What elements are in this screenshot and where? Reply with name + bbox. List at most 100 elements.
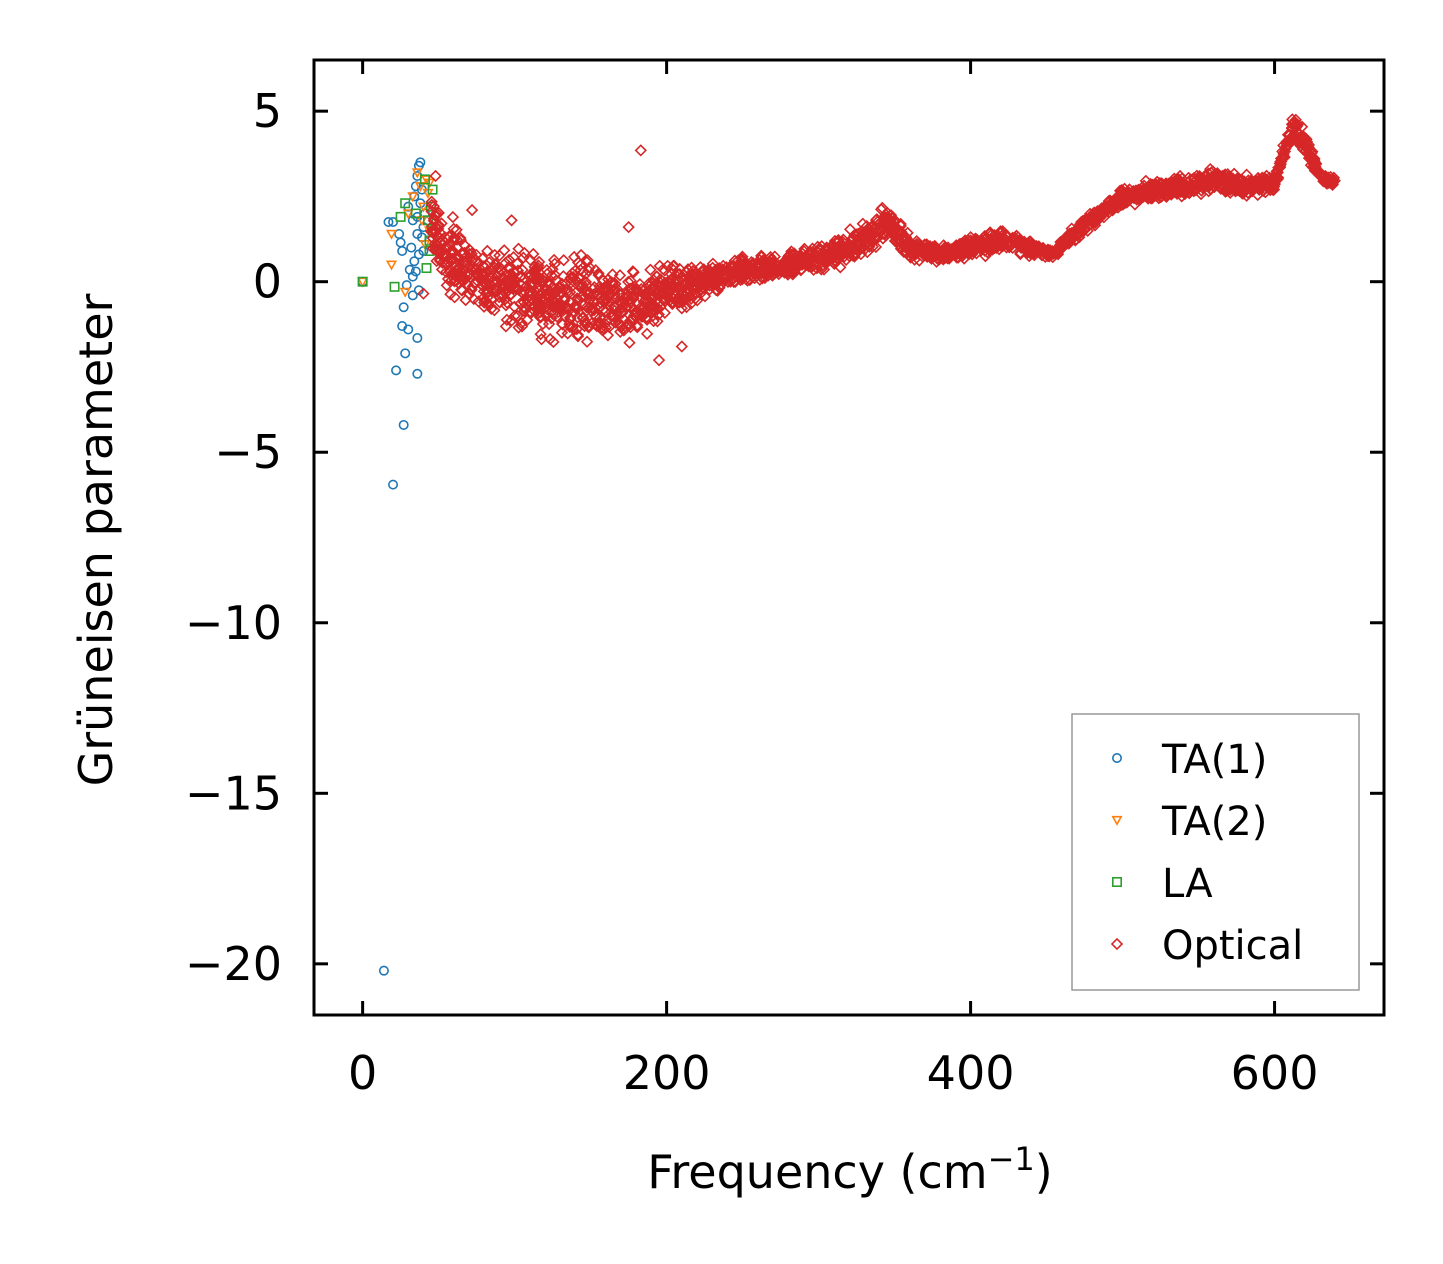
- data-point: [489, 285, 503, 298]
- data-point: [943, 252, 956, 265]
- data-point: [658, 264, 671, 277]
- data-point: [787, 248, 800, 262]
- data-point: [651, 315, 664, 328]
- data-point: [698, 278, 712, 291]
- data-point: [614, 325, 627, 338]
- data-point: [1251, 180, 1264, 193]
- x-tick-label: 600: [1231, 1046, 1319, 1100]
- data-point: [617, 313, 631, 326]
- data-point: [482, 274, 495, 287]
- y-tick-label: −20: [185, 937, 282, 991]
- legend-marker: [1110, 937, 1124, 951]
- data-point: [455, 269, 469, 282]
- data-point: [523, 306, 536, 319]
- data-point: [586, 290, 599, 303]
- data-point: [691, 294, 704, 307]
- data-point: [680, 300, 693, 314]
- x-tick-label: 400: [927, 1046, 1015, 1100]
- data-point: [1103, 200, 1116, 213]
- data-point: [1240, 168, 1253, 181]
- data-point: [827, 241, 840, 254]
- data-point: [1089, 212, 1102, 226]
- data-point: [1101, 204, 1114, 218]
- data-point: [446, 253, 459, 266]
- data-point: [491, 269, 504, 282]
- data-point: [1007, 234, 1021, 248]
- data-point: [465, 203, 479, 217]
- data-point: [915, 242, 929, 256]
- data-point: [563, 320, 576, 334]
- data-point: [1259, 186, 1272, 199]
- data-point: [1179, 184, 1192, 198]
- data-point: [1213, 180, 1227, 193]
- data-point: [571, 330, 585, 343]
- data-point: [1139, 185, 1153, 199]
- data-point: [398, 302, 409, 313]
- data-point: [1160, 190, 1173, 204]
- data-point: [427, 227, 440, 240]
- data-point: [1204, 162, 1217, 176]
- data-point: [378, 965, 389, 976]
- data-point: [537, 293, 550, 306]
- data-point: [991, 240, 1004, 253]
- data-point: [574, 258, 587, 271]
- data-point: [781, 257, 794, 271]
- data-point: [1122, 194, 1136, 207]
- data-point: [1216, 169, 1229, 183]
- y-axis-label: Grüneisen parameter: [69, 293, 123, 786]
- data-point: [758, 271, 772, 285]
- data-point: [458, 246, 471, 260]
- data-point: [467, 292, 480, 306]
- data-point: [415, 157, 426, 168]
- data-point: [429, 169, 442, 183]
- data-point: [410, 266, 421, 277]
- data-point: [1290, 120, 1304, 133]
- data-point: [463, 243, 476, 256]
- data-point: [644, 263, 657, 276]
- data-point: [755, 249, 768, 262]
- data-point: [593, 291, 606, 304]
- data-point: [673, 267, 686, 281]
- data-point: [860, 219, 873, 233]
- data-point: [897, 233, 910, 247]
- data-point: [654, 273, 667, 286]
- data-point: [489, 258, 502, 271]
- data-point: [557, 283, 570, 296]
- data-point: [483, 256, 496, 269]
- data-point: [448, 291, 461, 304]
- data-point: [569, 276, 582, 290]
- data-point: [1300, 140, 1313, 154]
- data-point: [706, 257, 720, 270]
- data-point: [430, 254, 443, 268]
- data-point: [878, 211, 891, 224]
- data-point: [1082, 214, 1096, 227]
- data-point: [1111, 201, 1125, 214]
- data-point: [441, 250, 454, 263]
- data-point: [433, 226, 446, 239]
- data-point: [546, 299, 559, 312]
- data-point: [547, 293, 560, 306]
- data-point: [440, 279, 453, 292]
- data-point: [887, 221, 900, 235]
- data-point: [1000, 241, 1013, 254]
- data-point: [527, 271, 540, 284]
- data-point: [535, 333, 548, 346]
- data-point: [578, 290, 592, 304]
- x-axis-label: Frequency (cm−1): [647, 1140, 1052, 1199]
- data-point: [975, 243, 988, 257]
- data-point: [780, 265, 794, 278]
- data-point: [1206, 172, 1220, 186]
- data-point: [1108, 200, 1121, 213]
- data-point: [535, 292, 548, 305]
- data-point: [766, 256, 779, 269]
- data-point: [1066, 231, 1079, 244]
- data-point: [1178, 180, 1191, 193]
- data-point: [876, 201, 889, 215]
- data-point: [518, 246, 531, 260]
- data-point: [488, 304, 501, 317]
- data-point: [640, 327, 654, 340]
- data-point: [1071, 227, 1084, 241]
- data-point: [421, 263, 432, 274]
- data-point: [559, 278, 572, 291]
- data-point: [383, 217, 394, 228]
